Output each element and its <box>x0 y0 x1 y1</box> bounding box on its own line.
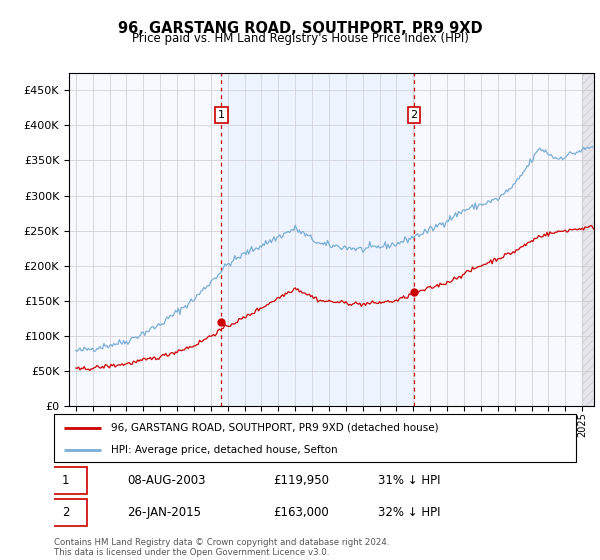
Text: 96, GARSTANG ROAD, SOUTHPORT, PR9 9XD (detached house): 96, GARSTANG ROAD, SOUTHPORT, PR9 9XD (d… <box>112 423 439 433</box>
Text: 1: 1 <box>218 110 225 120</box>
Text: 26-JAN-2015: 26-JAN-2015 <box>127 506 201 519</box>
Bar <box>582 73 594 406</box>
Text: £163,000: £163,000 <box>273 506 329 519</box>
Text: 08-AUG-2003: 08-AUG-2003 <box>127 474 206 487</box>
Text: £119,950: £119,950 <box>273 474 329 487</box>
Text: 1: 1 <box>62 474 69 487</box>
Text: 31% ↓ HPI: 31% ↓ HPI <box>377 474 440 487</box>
FancyBboxPatch shape <box>44 499 87 526</box>
Text: HPI: Average price, detached house, Sefton: HPI: Average price, detached house, Seft… <box>112 445 338 455</box>
Text: 32% ↓ HPI: 32% ↓ HPI <box>377 506 440 519</box>
Text: 2: 2 <box>62 506 69 519</box>
FancyBboxPatch shape <box>54 414 576 462</box>
Text: 96, GARSTANG ROAD, SOUTHPORT, PR9 9XD: 96, GARSTANG ROAD, SOUTHPORT, PR9 9XD <box>118 21 482 36</box>
Text: 2: 2 <box>410 110 418 120</box>
Text: Price paid vs. HM Land Registry's House Price Index (HPI): Price paid vs. HM Land Registry's House … <box>131 32 469 45</box>
FancyBboxPatch shape <box>44 466 87 494</box>
Text: Contains HM Land Registry data © Crown copyright and database right 2024.
This d: Contains HM Land Registry data © Crown c… <box>54 538 389 557</box>
Bar <box>221 73 414 406</box>
